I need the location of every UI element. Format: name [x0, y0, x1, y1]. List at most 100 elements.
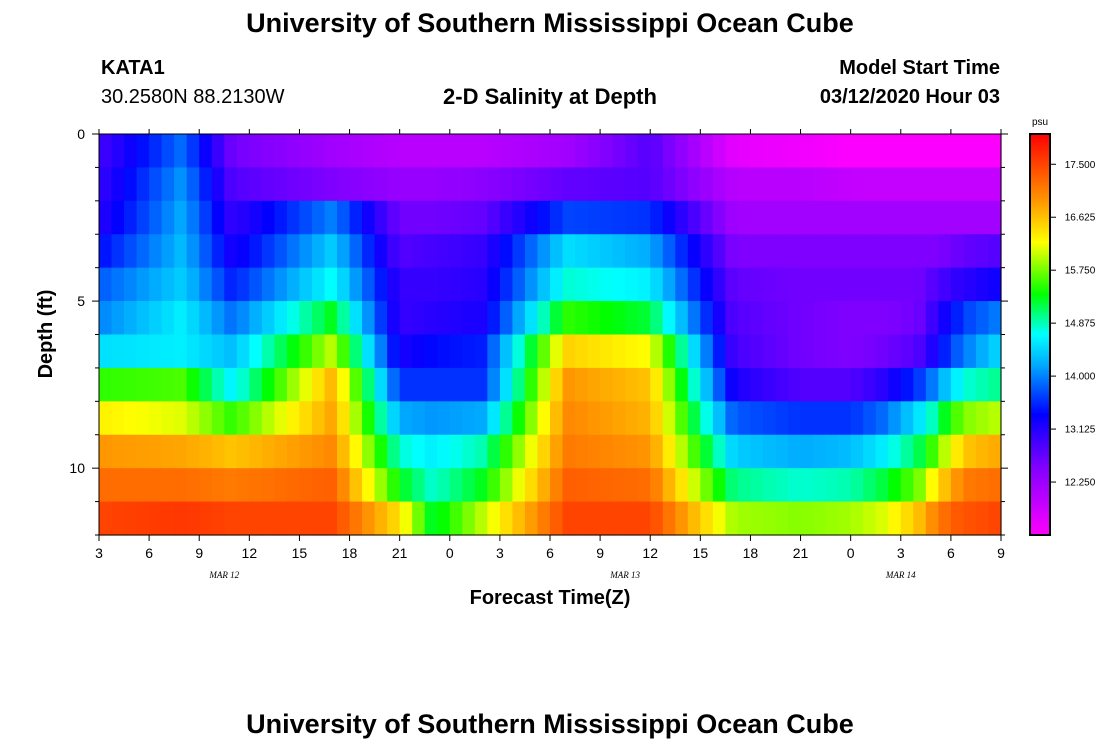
heatmap-cell	[838, 401, 852, 436]
heatmap-cell	[913, 234, 927, 269]
heatmap-cell	[737, 301, 752, 336]
heatmap-cell	[650, 167, 664, 202]
heatmap-cell	[174, 468, 188, 503]
heatmap-cell	[575, 401, 589, 436]
heatmap-cell	[675, 334, 689, 369]
heatmap-cell	[725, 367, 739, 402]
heatmap-cell	[524, 468, 539, 503]
x-tick-label: 15	[693, 545, 709, 561]
heatmap-cell	[875, 501, 889, 536]
heatmap-cell	[687, 134, 701, 169]
heatmap-cell	[825, 167, 839, 202]
heatmap-cell	[600, 401, 614, 436]
heatmap-cell	[838, 468, 852, 503]
heatmap-cell	[925, 234, 939, 269]
heatmap-cell	[925, 468, 939, 503]
heatmap-cell	[236, 267, 250, 302]
heatmap-cell	[136, 334, 150, 369]
heatmap-cell	[587, 334, 601, 369]
heatmap-cell	[562, 468, 576, 503]
heatmap-cell	[687, 167, 701, 202]
heatmap-cell	[186, 468, 200, 503]
heatmap-cell	[863, 501, 877, 536]
heatmap-cell	[161, 468, 175, 503]
heatmap-cell	[975, 301, 990, 336]
heatmap-cell	[362, 234, 376, 269]
heatmap-cell	[700, 267, 714, 302]
heatmap-cell	[825, 200, 839, 235]
heatmap-cell	[725, 301, 739, 336]
colorbar-tick-label: 17.500	[1065, 160, 1096, 171]
heatmap-cell	[161, 501, 175, 536]
heatmap-cell	[687, 334, 701, 369]
colorbar-ticks: 17.500 16.625 15.750 14.875 14.000 13.125 12.2…	[1050, 160, 1096, 489]
heatmap-cell	[687, 367, 701, 402]
heatmap-cell	[975, 134, 990, 169]
heatmap-cell	[337, 334, 351, 369]
heatmap-cell	[737, 434, 752, 469]
heatmap-cell	[249, 301, 263, 336]
heatmap-cell	[600, 167, 614, 202]
heatmap-cell	[261, 167, 275, 202]
heatmap-cell	[487, 200, 501, 235]
heatmap-cell	[950, 200, 965, 235]
heatmap-cell	[199, 301, 213, 336]
heatmap-cell	[474, 468, 488, 503]
heatmap-cell	[650, 234, 664, 269]
heatmap-cell	[650, 134, 664, 169]
heatmap-cell	[600, 434, 614, 469]
heatmap-cell	[286, 468, 301, 503]
heatmap-cell	[337, 434, 351, 469]
heatmap-cell	[236, 301, 250, 336]
heatmap-cell	[913, 334, 927, 369]
heatmap-cell	[186, 367, 200, 402]
heatmap-cell	[900, 401, 914, 436]
heatmap-cell	[587, 301, 601, 336]
heatmap-cell	[412, 134, 426, 169]
heatmap-cell	[462, 501, 476, 536]
heatmap-cell	[900, 234, 914, 269]
heatmap-cell	[286, 234, 301, 269]
heatmap-cell	[888, 134, 902, 169]
x-tick-label: 18	[743, 545, 759, 561]
heatmap-cell	[612, 267, 626, 302]
heatmap-cell	[524, 267, 539, 302]
heatmap-cell	[211, 334, 225, 369]
heatmap-cell	[925, 301, 939, 336]
heatmap-cell	[888, 301, 902, 336]
heatmap-cell	[950, 267, 965, 302]
heatmap-cell	[925, 334, 939, 369]
heatmap-cell	[424, 334, 438, 369]
heatmap-cell	[700, 334, 714, 369]
heatmap-cell	[274, 267, 288, 302]
heatmap-cell	[988, 200, 1002, 235]
heatmap-cell	[800, 301, 814, 336]
heatmap-cell	[875, 434, 889, 469]
heatmap-cell	[186, 434, 200, 469]
heatmap-cell	[462, 468, 476, 503]
heatmap-cell	[487, 434, 501, 469]
heatmap-cell	[662, 367, 676, 402]
heatmap-cell	[311, 167, 326, 202]
heatmap-cell	[600, 468, 614, 503]
heatmap-cell	[311, 334, 326, 369]
heatmap-cell	[349, 134, 363, 169]
heatmap-cell	[211, 501, 225, 536]
heatmap-cell	[149, 367, 163, 402]
heatmap-cell	[387, 200, 401, 235]
heatmap-cell	[762, 200, 777, 235]
heatmap-cell	[474, 134, 488, 169]
heatmap-cell	[149, 134, 163, 169]
heatmap-cell	[462, 401, 476, 436]
heatmap-cell	[975, 167, 990, 202]
heatmap-cell	[424, 267, 438, 302]
heatmap-cell	[124, 267, 138, 302]
heatmap-cell	[224, 468, 238, 503]
heatmap-cell	[374, 434, 388, 469]
heatmap-cell	[111, 200, 125, 235]
heatmap-cell	[474, 401, 488, 436]
heatmap-cell	[662, 501, 676, 536]
heatmap-cell	[988, 167, 1002, 202]
heatmap-cell	[274, 367, 288, 402]
heatmap-cell	[637, 367, 651, 402]
